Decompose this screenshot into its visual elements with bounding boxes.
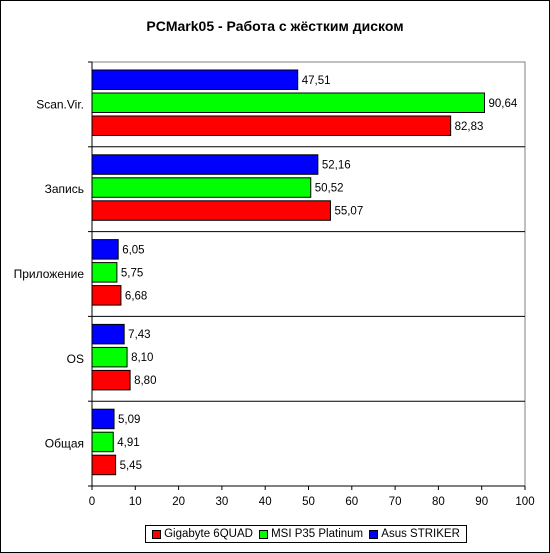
legend: Gigabyte 6QUAD MSI P35 Platinum Asus STRIK… xyxy=(145,525,467,543)
category-label: Scan.Vir. xyxy=(36,97,84,111)
bar xyxy=(91,92,485,113)
legend-label: Gigabyte 6QUAD xyxy=(164,528,253,540)
category-label: Общая xyxy=(45,437,84,451)
chart-title: PCMark05 - Работа с жёстким диском xyxy=(146,18,404,34)
legend-swatch xyxy=(259,529,269,539)
x-tick-label: 80 xyxy=(432,496,445,508)
x-tick-label: 40 xyxy=(259,496,272,508)
x-tick-label: 10 xyxy=(129,496,142,508)
data-label: 52,16 xyxy=(322,160,351,172)
data-label: 6,68 xyxy=(125,290,147,302)
category-label: OS xyxy=(67,352,84,366)
bar xyxy=(91,154,319,175)
x-tick-label: 50 xyxy=(302,496,315,508)
x-tick-label: 20 xyxy=(172,496,185,508)
data-label: 8,10 xyxy=(131,352,153,364)
x-tick-label: 60 xyxy=(345,496,358,508)
x-tick-label: 0 xyxy=(89,496,95,508)
data-label: 5,75 xyxy=(121,267,143,279)
bar xyxy=(91,454,117,476)
data-label: 55,07 xyxy=(334,206,363,218)
legend-item: Asus STRIKER xyxy=(369,528,460,540)
bar xyxy=(91,239,119,260)
bar xyxy=(91,431,114,453)
bar xyxy=(91,200,331,221)
data-label: 4,91 xyxy=(117,437,139,449)
legend-swatch xyxy=(369,529,379,539)
data-label: 47,51 xyxy=(302,75,331,87)
data-label: 8,80 xyxy=(134,375,156,387)
bar xyxy=(91,262,118,283)
bar xyxy=(91,323,125,345)
legend-item: Gigabyte 6QUAD xyxy=(152,528,253,540)
data-label: 90,64 xyxy=(488,98,517,110)
legend-swatch xyxy=(152,529,162,539)
data-label: 5,09 xyxy=(118,414,140,426)
bar xyxy=(91,346,128,368)
bar xyxy=(91,69,299,90)
category-label: Запись xyxy=(45,182,84,196)
data-label: 50,52 xyxy=(315,183,344,195)
data-label: 7,43 xyxy=(128,329,150,341)
legend-label: MSI P35 Platinum xyxy=(271,528,364,540)
x-tick-label: 70 xyxy=(389,496,402,508)
x-tick-label: 30 xyxy=(216,496,229,508)
x-tick-label: 90 xyxy=(475,496,488,508)
data-label: 82,83 xyxy=(455,121,484,133)
data-label: 5,45 xyxy=(120,460,142,472)
bar xyxy=(91,285,122,306)
bar xyxy=(91,115,452,136)
bar xyxy=(91,408,115,430)
legend-item: MSI P35 Platinum xyxy=(259,528,363,540)
bar xyxy=(91,369,131,391)
x-tick-label: 100 xyxy=(515,496,534,508)
data-label: 6,05 xyxy=(122,244,144,256)
bar xyxy=(91,177,312,198)
legend-label: Asus STRIKER xyxy=(381,528,460,540)
category-label: Приложение xyxy=(14,267,85,281)
